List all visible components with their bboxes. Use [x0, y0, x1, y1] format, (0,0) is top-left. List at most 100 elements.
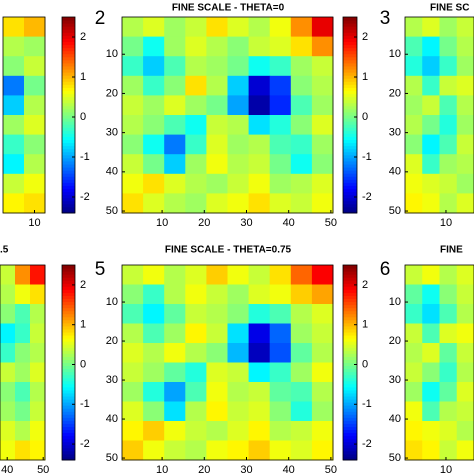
colorbar-step: [62, 29, 75, 33]
colorbar-step: [343, 356, 357, 360]
heatmap-cell: [405, 36, 423, 57]
heatmap-cell: [248, 134, 271, 155]
colorbar-step: [343, 328, 357, 333]
heatmap-cell: [422, 75, 440, 96]
heatmap-cell: [3, 56, 25, 77]
colorbar-step: [343, 209, 357, 214]
colorbar-step: [62, 292, 75, 296]
colorbar-step: [62, 115, 75, 119]
heatmap-cell: [290, 95, 313, 116]
heatmap-cell: [206, 173, 228, 194]
y-tick-label: 20: [106, 87, 118, 99]
colorbar-tick-label: 2: [80, 31, 86, 43]
colorbar-step: [343, 444, 357, 449]
heatmap-cell: [439, 154, 458, 175]
heatmap-cell: [227, 284, 250, 305]
heatmap-cell: [143, 362, 165, 383]
heatmap-cell: [311, 154, 334, 175]
colorbar-step: [62, 121, 75, 125]
heatmap-cell: [15, 421, 31, 441]
colorbar-step: [343, 347, 357, 351]
heatmap-cell: [164, 193, 186, 214]
colorbar-step: [62, 310, 75, 315]
colorbar-step: [62, 139, 75, 144]
heatmap-cell: [311, 323, 334, 344]
heatmap-cell: [290, 343, 313, 363]
heatmap-cell: [122, 304, 144, 324]
colorbar-step: [62, 265, 75, 269]
heatmap-cell: [248, 440, 271, 461]
colorbar-step: [343, 35, 357, 39]
heatmap-cell: [122, 75, 144, 96]
heatmap-cell: [185, 284, 207, 305]
heatmap-cell: [405, 401, 423, 422]
colorbar-step: [62, 194, 75, 199]
colorbar-step: [62, 78, 75, 82]
colorbar-step: [62, 325, 75, 330]
colorbar-step: [62, 307, 75, 312]
y-tick-label: 20: [389, 87, 401, 99]
colorbar-step: [62, 206, 75, 211]
heatmap-cell: [456, 193, 474, 214]
heatmap-cell: [3, 17, 25, 38]
heatmap-cell: [311, 193, 334, 214]
colorbar-step: [343, 344, 357, 348]
heatmap-cell: [439, 343, 458, 363]
x-tick-label: 50: [325, 217, 337, 229]
colorbar-step: [62, 396, 75, 400]
heatmap-cell: [143, 382, 165, 402]
colorbar-step: [343, 380, 357, 385]
heatmap-cell: [290, 440, 313, 461]
heatmap-cell: [15, 343, 31, 363]
heatmap-cell: [422, 440, 440, 461]
heatmap-cell: [0, 421, 16, 441]
colorbar-step: [62, 185, 75, 189]
heatmap-cell: [248, 362, 271, 383]
heatmap-cell: [164, 323, 186, 344]
heatmap-cell: [122, 421, 144, 441]
y-tick-label: 30: [389, 374, 401, 386]
heatmap-cell: [311, 95, 334, 116]
colorbar-tick-label: -1: [80, 398, 90, 410]
colorbar-step: [343, 50, 357, 55]
heatmap-cell: [143, 56, 165, 77]
heatmap-cell: [405, 265, 423, 285]
colorbar-step: [62, 81, 75, 85]
y-tick-label: 20: [106, 335, 118, 347]
heatmap-cell: [422, 115, 440, 136]
colorbar-step: [62, 93, 75, 98]
colorbar-step: [343, 99, 357, 104]
heatmap-cell: [405, 95, 423, 116]
heatmap-cell: [456, 154, 474, 175]
colorbar-step: [343, 310, 357, 315]
heatmap-cell: [164, 343, 186, 363]
heatmap-cell: [456, 36, 474, 57]
axes-frame: [404, 16, 474, 214]
colorbar-tick-label: -2: [362, 191, 372, 203]
colorbar-step: [62, 271, 75, 275]
heatmap-cell: [248, 421, 271, 441]
colorbar-step: [62, 277, 75, 281]
heatmap-cell: [456, 173, 474, 194]
colorbar-step: [62, 447, 75, 452]
heatmap-cell: [311, 115, 334, 136]
heatmap-cell: [439, 265, 458, 285]
heatmap-cell: [164, 17, 186, 38]
colorbar-step: [343, 350, 357, 354]
heatmap-cell: [439, 401, 458, 422]
heatmap-cell: [422, 173, 440, 194]
heatmap-cell: [422, 304, 440, 324]
colorbar-step: [343, 191, 357, 196]
panel-title: FINE SCALE - THETA=0.75: [165, 245, 292, 256]
heatmap-cell: [227, 323, 250, 344]
heatmap-cell: [227, 56, 250, 77]
heatmap-cell: [227, 75, 250, 96]
y-tick-label: 20: [389, 335, 401, 347]
colorbar-step: [62, 160, 75, 165]
colorbar-step: [62, 322, 75, 327]
heatmap-cell: [24, 56, 46, 77]
colorbar-step: [62, 44, 75, 49]
colorbar-step: [62, 338, 75, 342]
colorbar-step: [343, 130, 357, 134]
